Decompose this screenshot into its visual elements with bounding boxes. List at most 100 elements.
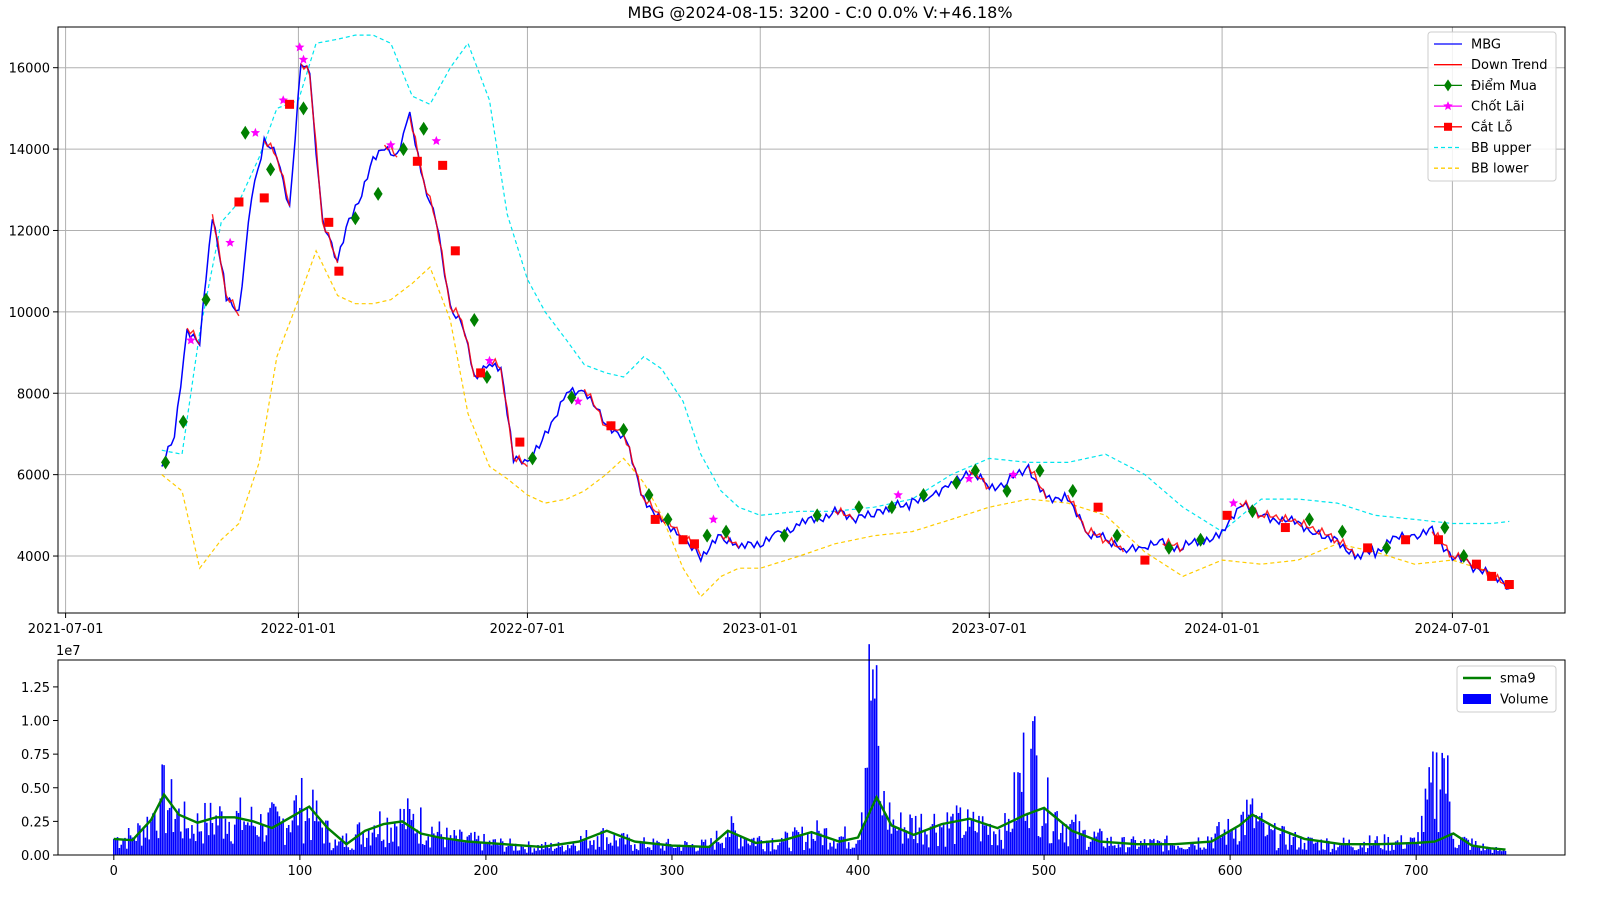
volume-bar (323, 843, 325, 855)
volume-bar (371, 832, 374, 855)
down-trend-segment (968, 467, 990, 490)
volume-bar (1253, 828, 1256, 855)
x-tick-label: 500 (1032, 864, 1057, 879)
volume-bar (939, 824, 941, 855)
volume-bar (269, 807, 271, 855)
volume-bar (913, 839, 915, 855)
volume-bar (291, 820, 294, 855)
volume-bar (313, 821, 316, 855)
volume-bar (658, 842, 660, 855)
volume-bar (626, 834, 629, 855)
volume-bar (1452, 838, 1455, 855)
volume-bar (1348, 839, 1350, 855)
y-tick-label: 0.00 (21, 849, 50, 864)
volume-bar (639, 840, 642, 855)
volume-bar (833, 840, 835, 855)
volume-bar (455, 835, 457, 855)
volume-bar (1190, 843, 1192, 855)
volume-bar (325, 820, 327, 855)
volume-bar (1255, 815, 1257, 855)
volume-bar (751, 838, 753, 855)
volume-bar (1117, 844, 1120, 855)
volume-bar (820, 833, 822, 855)
volume-bar (1361, 847, 1363, 855)
volume-bar (756, 837, 759, 855)
volume-bar (1381, 849, 1384, 855)
volume-bar (507, 845, 510, 855)
volume-bar (1314, 842, 1317, 855)
volume-bar (341, 835, 344, 855)
plot-frame (57, 659, 1566, 856)
volume-bar (113, 838, 115, 855)
volume-bar (1443, 758, 1445, 855)
volume-bar (1448, 801, 1451, 855)
volume-bar (1073, 822, 1075, 855)
volume-bar (1210, 837, 1213, 855)
buy-point-marker (951, 475, 961, 490)
volume-bar (1132, 836, 1135, 855)
volume-bar (953, 843, 956, 855)
volume-bar (900, 812, 902, 855)
volume-bar (500, 838, 502, 855)
volume-bar (466, 836, 469, 855)
volume-bar (671, 845, 673, 855)
buy-point-marker (721, 524, 731, 539)
volume-bar (1400, 835, 1403, 855)
volume-bar (1499, 848, 1501, 855)
volume-bar (1430, 782, 1432, 855)
volume-bar (1294, 832, 1297, 855)
volume-bar (847, 842, 850, 855)
volume-bar (178, 808, 180, 855)
volume-bar (667, 838, 670, 855)
volume-bar (486, 842, 489, 855)
volume-bar (810, 831, 813, 855)
volume-bar (1193, 845, 1196, 855)
down-trend-segment (225, 295, 240, 317)
down-trend-segment (276, 157, 291, 207)
stop-loss-marker (1433, 535, 1443, 545)
y-tick-label: 0.50 (21, 782, 50, 797)
volume-bar (462, 842, 465, 855)
down-trend-segment (435, 222, 451, 308)
volume-bar (991, 845, 993, 855)
volume-bar (788, 847, 790, 855)
volume-bar (1246, 799, 1248, 855)
volume-bar (116, 837, 119, 855)
down-trend-segment (834, 506, 854, 520)
volume-bar (1387, 836, 1390, 855)
volume-bar (591, 844, 593, 855)
stop-loss-marker (678, 535, 688, 545)
volume-bar (431, 826, 433, 855)
volume-bar (446, 827, 448, 855)
volume-bar (942, 822, 945, 855)
volume-bar (1121, 837, 1123, 855)
volume-bar (580, 835, 582, 855)
legend-box (1427, 31, 1557, 182)
buy-point-marker (1382, 540, 1392, 555)
volume-bar (1344, 843, 1347, 855)
volume-bar (1497, 850, 1499, 855)
volume-bar (996, 845, 999, 855)
volume-bar (1060, 832, 1062, 855)
volume-bar (265, 835, 268, 855)
down-trend-segment (186, 327, 201, 345)
volume-bar (1337, 847, 1339, 855)
volume-bar (1504, 850, 1507, 855)
volume-bar (1406, 842, 1408, 855)
volume-bar (423, 844, 426, 855)
volume-bar (427, 836, 430, 855)
volume-bar (472, 840, 474, 855)
down-trend-segment (309, 75, 324, 223)
stop-loss-marker (1471, 559, 1481, 569)
y-tick-label: 12000 (9, 224, 50, 239)
volume-bar (1305, 849, 1308, 855)
down-trend-segment (1336, 537, 1356, 557)
x-tick-label: 700 (1404, 864, 1429, 879)
volume-bar (894, 828, 897, 855)
buy-point-marker (240, 125, 250, 140)
volume-bar (864, 767, 867, 855)
down-trend-segment (211, 214, 227, 296)
volume-bar (725, 837, 727, 855)
volume-bar (328, 842, 331, 855)
volume-bar (1322, 849, 1324, 855)
